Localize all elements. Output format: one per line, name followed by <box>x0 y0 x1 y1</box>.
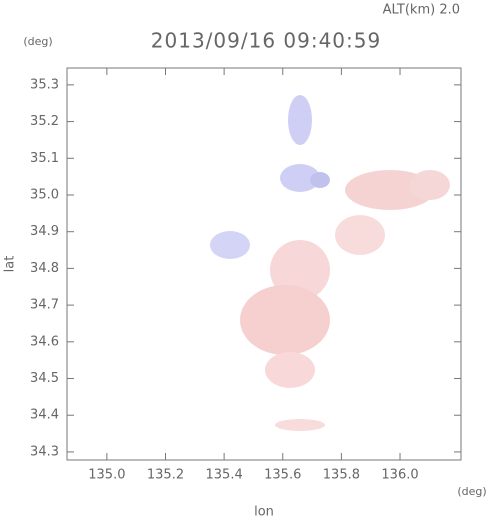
altitude-label: ALT(km) 2.0 <box>383 3 460 18</box>
y-tick-label: 34.6 <box>30 334 59 349</box>
x-tick-label: 135.8 <box>323 468 360 483</box>
x-tick-label: 135.4 <box>206 468 243 483</box>
y-tick-label: 35.2 <box>30 114 59 129</box>
x-unit: (deg) <box>457 485 486 498</box>
x-tick-label: 135.0 <box>88 468 125 483</box>
y-unit: (deg) <box>23 35 52 48</box>
y-tick-label: 34.4 <box>30 408 59 423</box>
y-axis-label: lat <box>3 256 18 273</box>
y-tick-label: 34.9 <box>30 224 59 239</box>
x-tick-label: 135.2 <box>147 468 184 483</box>
plot-frame <box>66 67 462 461</box>
y-tick-label: 35.0 <box>30 187 59 202</box>
y-tick-label: 34.7 <box>30 298 59 313</box>
y-tick-label: 34.5 <box>30 371 59 386</box>
chart-title: 2013/09/16 09:40:59 <box>151 29 381 53</box>
echo-field <box>210 95 450 431</box>
y-tick-label: 35.3 <box>30 77 59 92</box>
x-tick-label: 136.0 <box>381 468 418 483</box>
x-axis-label: lon <box>254 505 274 520</box>
y-tick-label: 34.3 <box>30 444 59 459</box>
y-tick-label: 35.1 <box>30 151 59 166</box>
y-tick-label: 34.8 <box>30 261 59 276</box>
x-tick-label: 135.6 <box>264 468 301 483</box>
